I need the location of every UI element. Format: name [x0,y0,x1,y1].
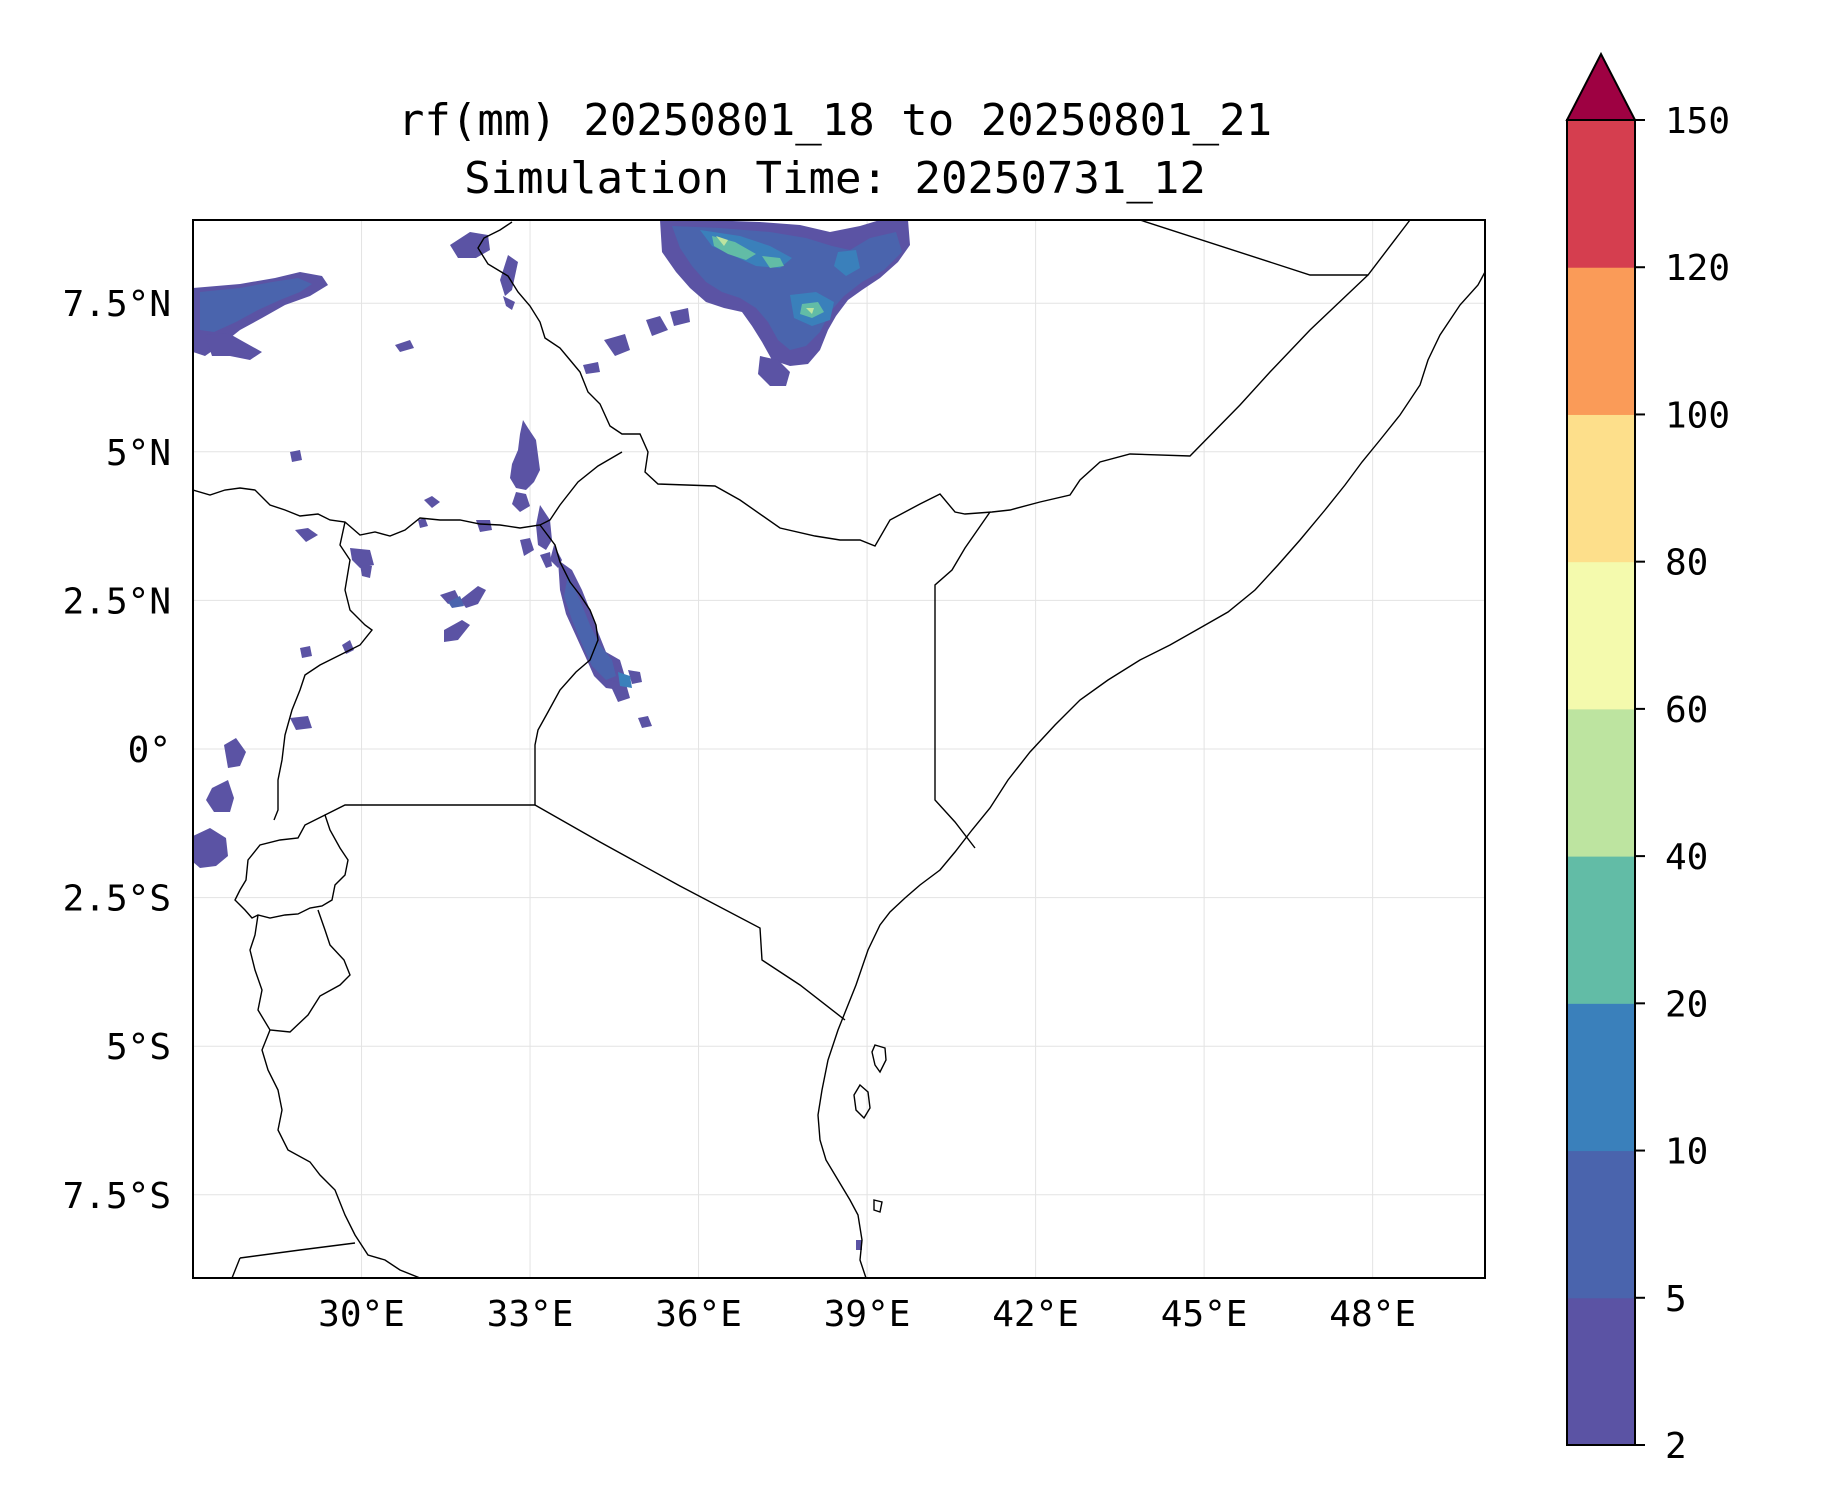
x-tick-label: 39°E [824,1294,911,1335]
colorbar-label: 5 [1665,1279,1687,1320]
colorbar-segment [1567,267,1635,415]
y-tick-label: 7.5°N [63,284,171,325]
colorbar-extend-arrow [1565,51,1637,121]
x-tick-label: 30°E [318,1294,405,1335]
colorbar-segment [1567,120,1635,268]
colorbar-segment [1567,561,1635,710]
colorbar-label: 2 [1665,1426,1687,1467]
x-tick-label: 45°E [1161,1294,1248,1335]
colorbar-segment [1567,414,1635,563]
y-tick-label: 5°N [106,433,171,474]
colorbar-segment [1567,1297,1635,1446]
y-tick-label: 2.5°N [63,581,171,622]
colorbar-segment [1567,856,1635,1004]
colorbar-label: 40 [1665,837,1708,878]
y-tick-label: 5°S [106,1027,171,1068]
colorbar-label: 20 [1665,984,1708,1025]
colorbar-label: 10 [1665,1132,1708,1173]
title-line-2: Simulation Time: 20250731_12 [464,153,1206,204]
map-borders [193,220,1485,1278]
colorbar-frame [1566,119,1636,1446]
x-tick-label: 48°E [1329,1294,1416,1335]
map-frame [192,219,1486,1279]
y-tick-label: 2.5°S [63,879,171,920]
colorbar-label: 80 [1665,543,1708,584]
colorbar-label: 120 [1665,248,1730,289]
rainfall-field [193,220,910,1250]
y-tick-label: 7.5°S [63,1176,171,1217]
rain-band-40-60 [716,236,814,314]
colorbar-label: 100 [1665,395,1730,436]
x-tick-label: 42°E [992,1294,1079,1335]
colorbar-segment [1567,1003,1635,1152]
map-gridlines [193,220,1485,1278]
colorbar-label: 60 [1665,690,1708,731]
colorbar: 2 5 10 20 40 60 80 100 120 150 [1565,51,1730,1467]
x-tick-label: 33°E [487,1294,574,1335]
colorbar-label: 150 [1665,101,1730,142]
y-tick-label: 0° [128,730,171,771]
title-line-1: rf(mm) 20250801_18 to 20250801_21 [397,95,1273,146]
figure-title: rf(mm) 20250801_18 to 20250801_21 Simula… [190,92,1480,208]
y-axis-ticks: 7.5°N 5°N 2.5°N 0° 2.5°S 5°S 7.5°S [63,284,171,1217]
colorbar-segment [1567,708,1635,857]
colorbar-segment [1567,1150,1635,1299]
x-axis-ticks: 30°E 33°E 36°E 39°E 42°E 45°E 48°E [318,1294,1416,1335]
x-tick-label: 36°E [655,1294,742,1335]
